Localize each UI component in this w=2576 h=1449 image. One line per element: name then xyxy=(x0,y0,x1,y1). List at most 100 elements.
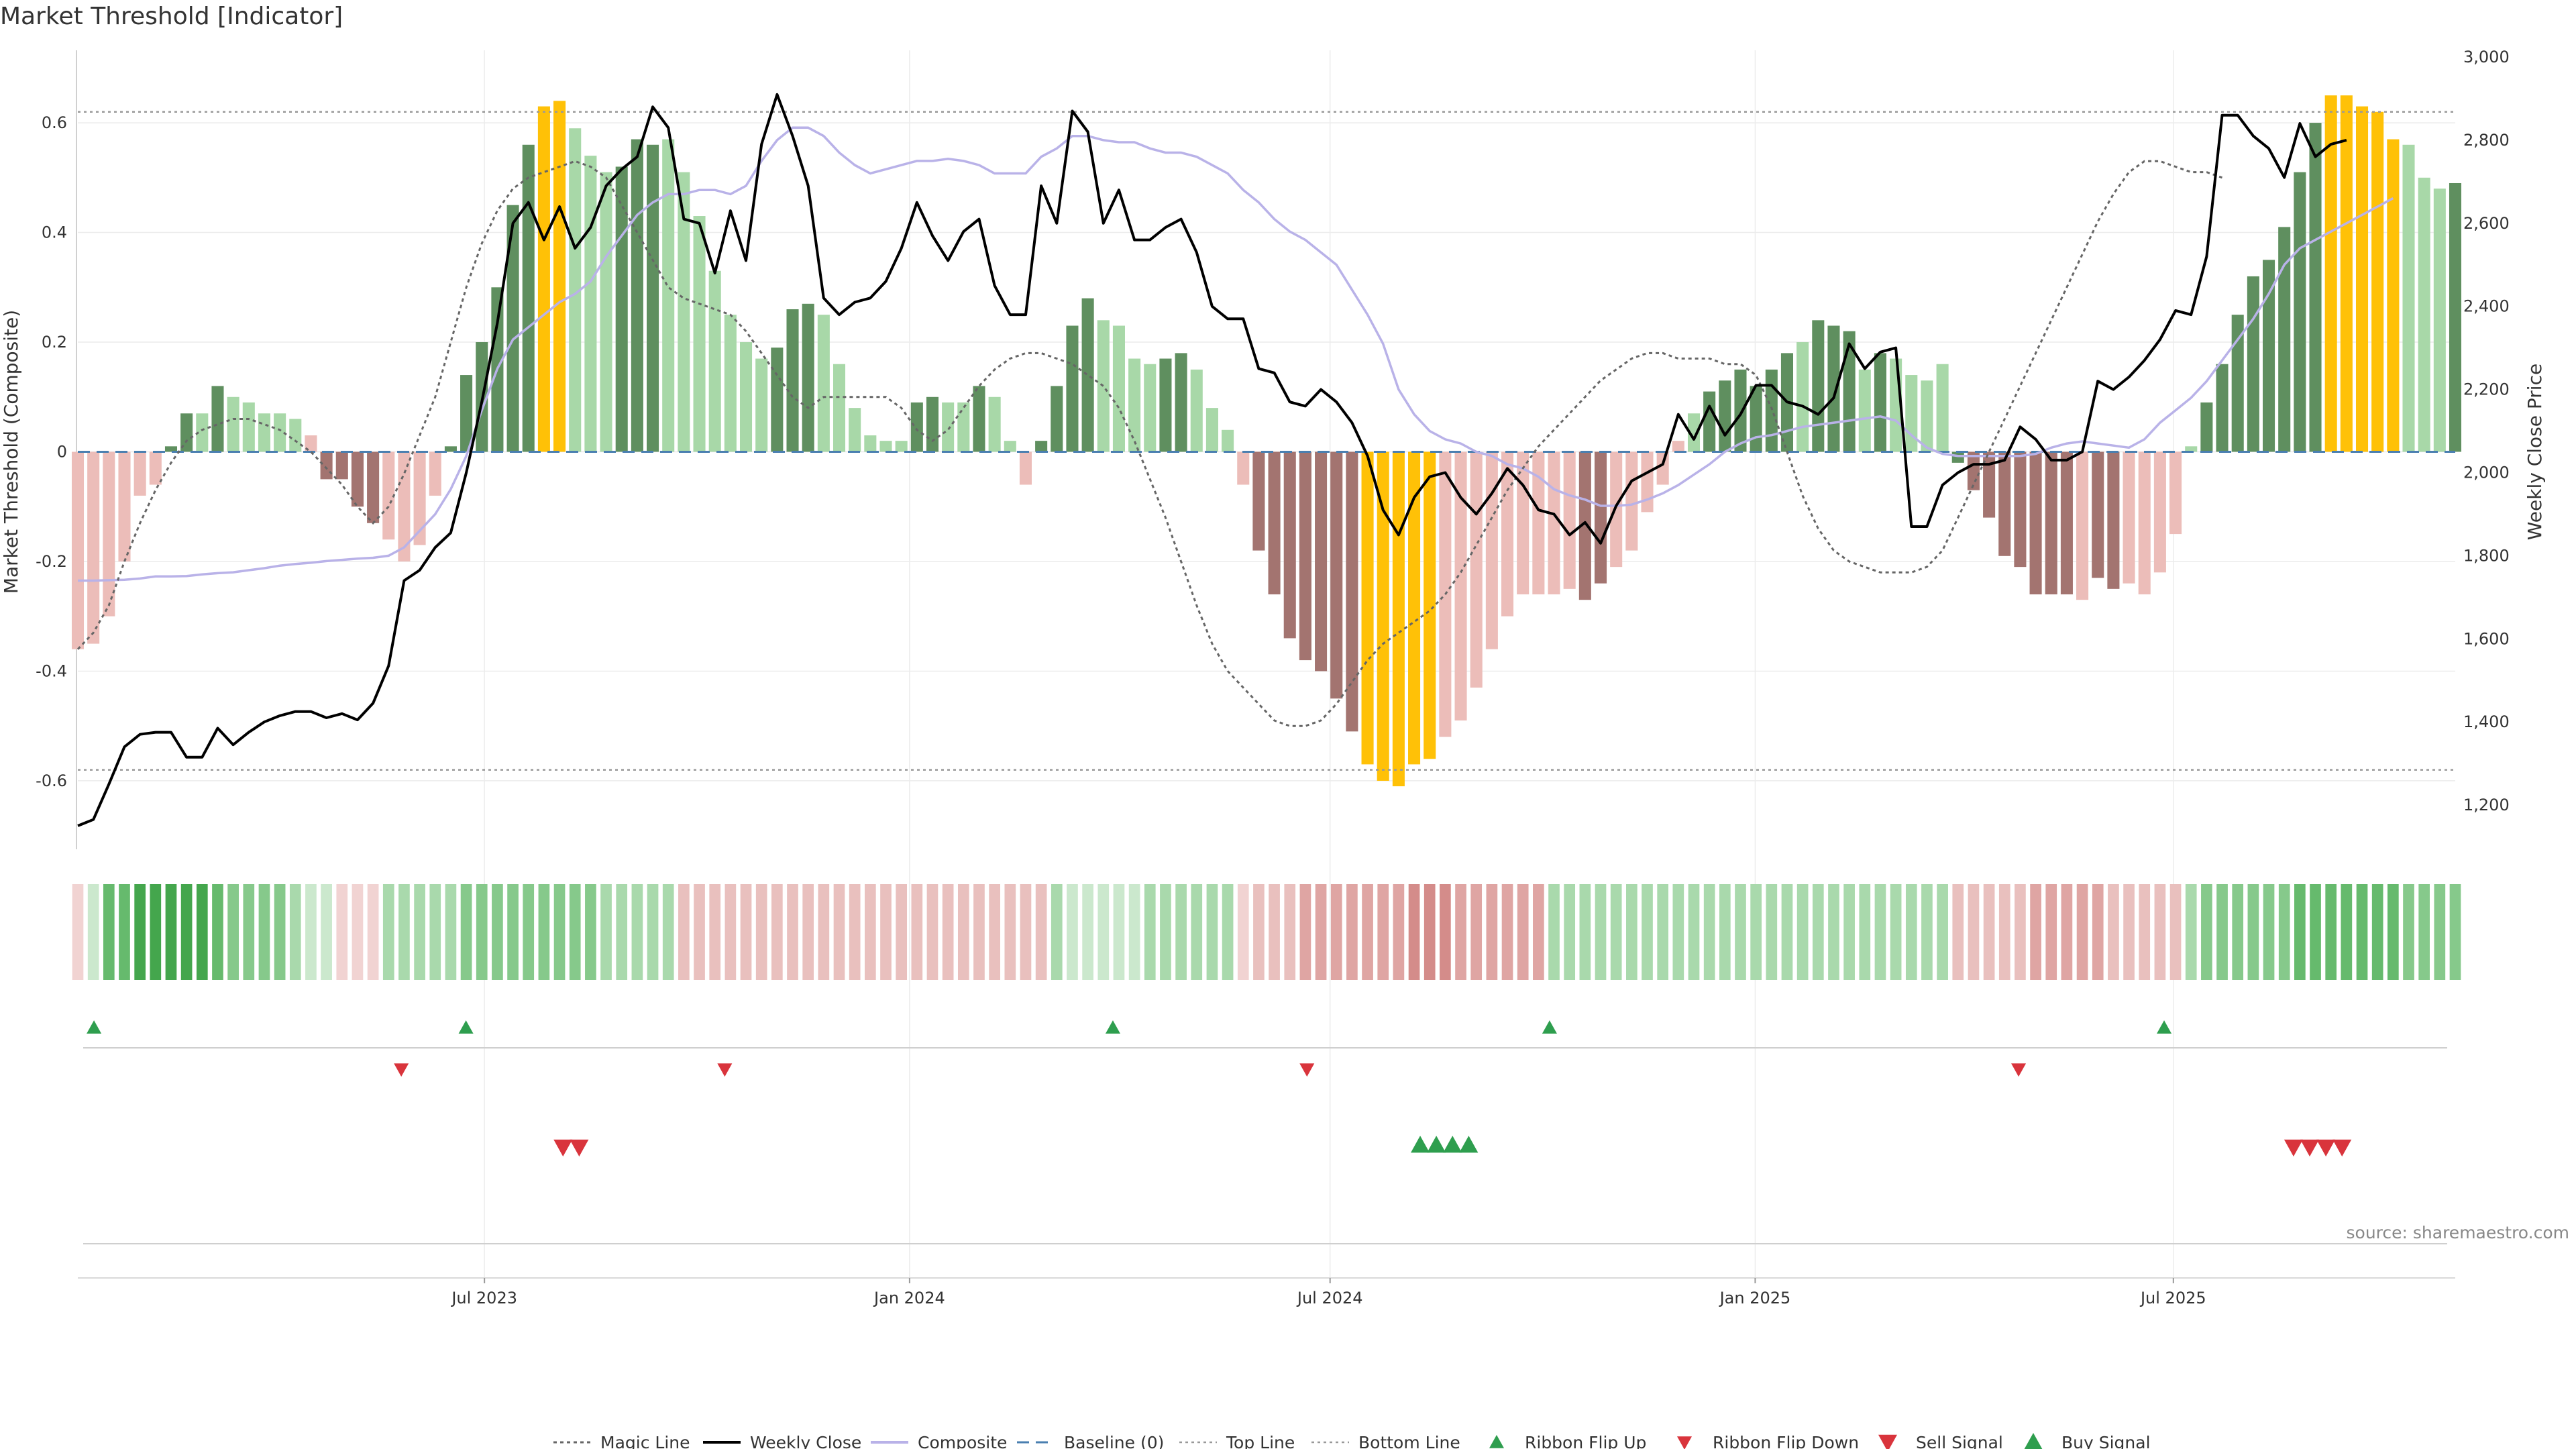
ribbon-cell xyxy=(1548,884,1560,980)
ribbon-cell xyxy=(989,884,1000,980)
composite-bar xyxy=(802,303,814,452)
legend-ribbon-flip-down-swatch xyxy=(1677,1436,1692,1449)
ribbon-cell xyxy=(1206,884,1218,980)
composite-bar xyxy=(2231,315,2244,452)
composite-bar xyxy=(647,144,659,452)
composite-bar xyxy=(662,139,675,452)
ribbon-cell xyxy=(1890,884,1902,980)
composite-bar xyxy=(1346,451,1358,732)
ribbon-cell xyxy=(507,884,519,980)
composite-bar xyxy=(1967,451,1980,490)
ribbon-cell xyxy=(1222,884,1234,980)
ribbon-cell xyxy=(382,884,394,980)
ribbon-cell xyxy=(585,884,596,980)
x-tick-label: Jul 2023 xyxy=(450,1289,517,1307)
composite-bar xyxy=(1812,320,1825,452)
composite-bar xyxy=(2200,402,2213,452)
composite-bar xyxy=(1035,441,1048,452)
ribbon-cell xyxy=(1812,884,1824,980)
composite-bar xyxy=(1315,451,1328,672)
composite-bar xyxy=(1361,451,1374,765)
right-tick-label: 2,200 xyxy=(2463,380,2510,399)
ribbon-cell xyxy=(352,884,364,980)
ribbon-cell xyxy=(1408,884,1420,980)
ribbon-flip-up-marker xyxy=(1105,1020,1120,1034)
ribbon-cell xyxy=(398,884,410,980)
composite-bar xyxy=(164,446,178,452)
ribbon-cell xyxy=(926,884,938,980)
sell-signal-marker xyxy=(2300,1139,2320,1157)
ribbon-cell xyxy=(678,884,690,980)
composite-bar xyxy=(693,216,706,452)
ribbon-cell xyxy=(429,884,441,980)
composite-bar xyxy=(1392,451,1405,787)
ribbon-cell xyxy=(1004,884,1016,980)
composite-bar xyxy=(1097,320,1110,452)
ribbon-cell xyxy=(227,884,239,980)
sell-signal-marker xyxy=(570,1139,589,1157)
composite-bar xyxy=(1004,441,1016,452)
composite-bar xyxy=(1672,441,1684,452)
ribbon-cell xyxy=(2403,884,2414,980)
ribbon-cell xyxy=(1128,884,1140,980)
composite-bar xyxy=(1703,391,1716,452)
composite-bar xyxy=(305,435,317,452)
composite-bar xyxy=(2294,172,2306,452)
ribbon-cell xyxy=(460,884,472,980)
ribbon-cell xyxy=(1828,884,1839,980)
composite-bar xyxy=(2060,451,2073,595)
legend-label: Ribbon Flip Down xyxy=(1713,1433,1859,1449)
ribbon-flip-down-marker xyxy=(394,1063,409,1077)
ribbon-cell xyxy=(569,884,581,980)
composite-bar xyxy=(2185,446,2198,452)
ribbon-cell xyxy=(2185,884,2197,980)
ribbon-cell xyxy=(150,884,162,980)
ribbon-cell xyxy=(1517,884,1529,980)
legend-label: Buy Signal xyxy=(2061,1433,2151,1449)
ribbon-cell xyxy=(1703,884,1715,980)
composite-bar xyxy=(506,205,519,452)
ribbon-cell xyxy=(2061,884,2073,980)
ribbon-cell xyxy=(896,884,907,980)
composite-bar xyxy=(1719,380,1731,452)
ribbon-cell xyxy=(243,884,255,980)
legend-label: Top Line xyxy=(1226,1433,1295,1449)
composite-bar xyxy=(584,156,597,452)
x-tick-label: Jul 2025 xyxy=(2139,1289,2206,1307)
source-note: source: sharemaestro.com xyxy=(2346,1223,2570,1242)
composite-bar xyxy=(320,451,333,480)
composite-bar xyxy=(1252,451,1265,551)
composite-bar xyxy=(1299,451,1311,661)
ribbon-flip-up-marker xyxy=(458,1020,474,1034)
ribbon-cell xyxy=(1657,884,1669,980)
composite-bar xyxy=(1983,451,1996,518)
composite-bar xyxy=(133,451,146,496)
ribbon-cell xyxy=(2092,884,2104,980)
ribbon-cell xyxy=(1750,884,1762,980)
ribbon-cell xyxy=(1921,884,1933,980)
ribbon-cell xyxy=(2201,884,2212,980)
ribbon-cell xyxy=(1937,884,1948,980)
composite-bar xyxy=(2169,451,2182,535)
right-axis-label: Weekly Close Price xyxy=(2524,364,2546,540)
ribbon-cell xyxy=(616,884,628,980)
composite-bar xyxy=(1470,451,1483,688)
composite-bar xyxy=(103,451,115,616)
composite-bar xyxy=(1222,429,1234,452)
composite-bar xyxy=(1268,451,1281,595)
ribbon-cell xyxy=(1486,884,1498,980)
composite-bar xyxy=(2153,451,2166,573)
composite-bar xyxy=(2138,451,2151,595)
composite-bar xyxy=(678,172,690,452)
ribbon-cell xyxy=(911,884,923,980)
ribbon-cell xyxy=(631,884,643,980)
composite-bar xyxy=(569,128,582,452)
ribbon-cell xyxy=(134,884,146,980)
ribbon-cell xyxy=(1796,884,1809,980)
ribbon-cell xyxy=(538,884,550,980)
composite-bar xyxy=(724,315,737,452)
sell-signal-marker xyxy=(2284,1139,2303,1157)
left-tick-label: 0.4 xyxy=(42,223,67,242)
composite-bar xyxy=(2371,111,2384,452)
composite-bar xyxy=(1205,408,1218,452)
